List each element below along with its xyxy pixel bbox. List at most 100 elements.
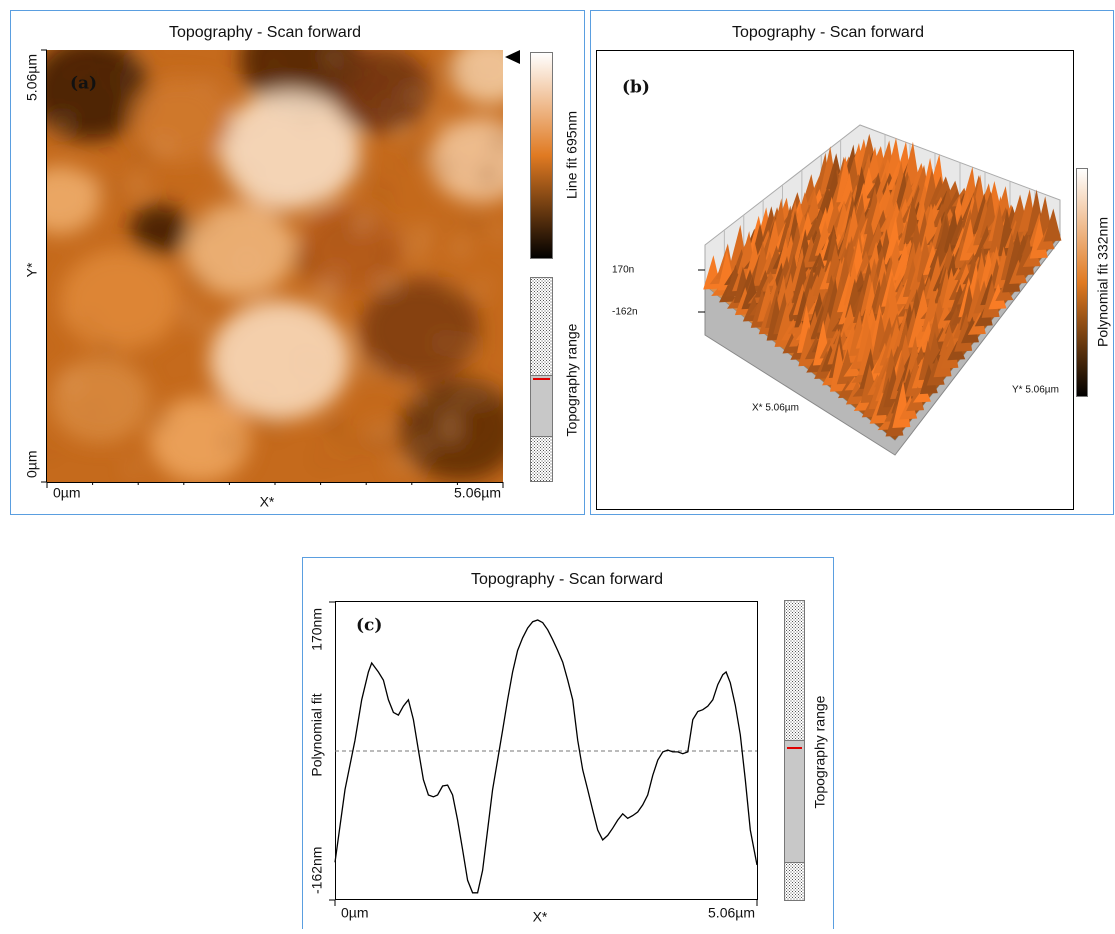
texture-grain [458,437,468,447]
x-axis-label: X* 5.06µm [752,403,799,414]
texture-grain [476,53,492,69]
x-tick-label: 5.06µm [708,905,755,921]
texture-grain [97,338,115,356]
texture-grain [426,190,432,196]
texture-grain [316,292,332,308]
texture-grain [135,338,143,346]
panel-title: Topography - Scan forward [471,571,663,588]
texture-grain [396,375,407,386]
texture-grain [373,282,381,290]
texture-grain [411,243,428,260]
texture-blob [50,358,150,443]
texture-grain [335,103,347,115]
texture-grain [393,122,410,139]
texture-grain [88,409,96,417]
texture-grain [374,187,390,203]
figure: Topography - Scan forward (a) X* Y* Line… [0,0,1115,929]
texture-grain [461,340,475,354]
texture-grain [277,210,289,222]
texture-grain [135,358,144,367]
texture-grain [385,57,394,66]
texture-grain [112,67,124,79]
texture-grain [359,211,373,225]
texture-grain [335,446,339,450]
texture-grain [476,280,489,293]
texture-grain [252,175,260,183]
y-tick-label: 170nm [309,608,325,651]
panel-frame [303,558,834,930]
texture-grain [476,349,483,356]
texture-grain [99,259,103,263]
texture-grain [322,359,340,377]
texture-grain [270,100,275,105]
texture-grain [152,412,169,429]
texture-grain [102,71,106,75]
texture-grain [237,251,256,270]
panel-title: Topography - Scan forward [169,24,361,41]
y-axis-label: Y* 5.06µm [1012,385,1059,396]
texture-grain [291,248,311,268]
texture-grain [106,184,118,196]
texture-grain [438,398,445,405]
texture-grain [97,132,108,143]
texture-grain [392,227,400,235]
texture-grain [478,166,498,186]
texture-grain [384,277,399,292]
x-tick-label: 0µm [341,905,369,921]
texture-grain [250,210,263,223]
texture-grain [447,287,457,297]
z-tick-label: 170n [612,265,634,276]
texture-grain [443,96,452,105]
colorbar-label: Line fit 695nm [564,111,580,199]
texture-grain [192,273,206,287]
colorbar [531,53,553,259]
texture-grain [54,117,70,133]
range-window [531,376,553,437]
panel-label: (a) [70,74,97,94]
texture-grain [64,311,72,319]
texture-grain [205,195,212,202]
texture-blob [300,208,400,293]
texture-grain [83,319,93,329]
texture-grain [219,195,229,205]
texture-grain [412,468,418,474]
texture-grain [253,391,269,407]
texture-grain [413,393,429,409]
y-tick-label: 5.06µm [24,54,40,101]
texture-grain [324,48,341,65]
texture-grain [232,86,240,94]
texture-grain [360,434,367,441]
texture-grain [220,124,233,137]
texture-grain [190,315,208,333]
texture-grain [85,174,103,192]
texture-grain [200,220,212,232]
colorbar-label: Polynomial fit 332nm [1095,217,1111,347]
texture-grain [452,400,461,409]
texture-grain [407,426,413,432]
texture-grain [121,80,129,88]
texture-grain [132,57,144,69]
texture-grain [225,227,230,232]
texture-grain [413,436,432,455]
texture-grain [233,184,237,188]
texture-grain [252,303,258,309]
texture-grain [185,303,198,316]
texture-grain [480,72,485,77]
texture-grain [385,101,394,110]
texture-grain [392,167,396,171]
texture-blob [130,205,190,256]
texture-grain [303,394,317,408]
texture-grain [435,61,451,77]
texture-grain [310,197,319,206]
texture-grain [79,223,85,229]
texture-grain [363,379,372,388]
texture-grain [282,232,300,250]
texture-grain [63,147,70,154]
panel-label: (c) [356,616,382,636]
panel-title: Topography - Scan forward [732,24,924,41]
texture-grain [372,114,378,120]
texture-grain [69,66,74,71]
texture-grain [438,159,453,174]
z-tick-label: -162n [612,307,638,318]
texture-grain [133,144,150,161]
